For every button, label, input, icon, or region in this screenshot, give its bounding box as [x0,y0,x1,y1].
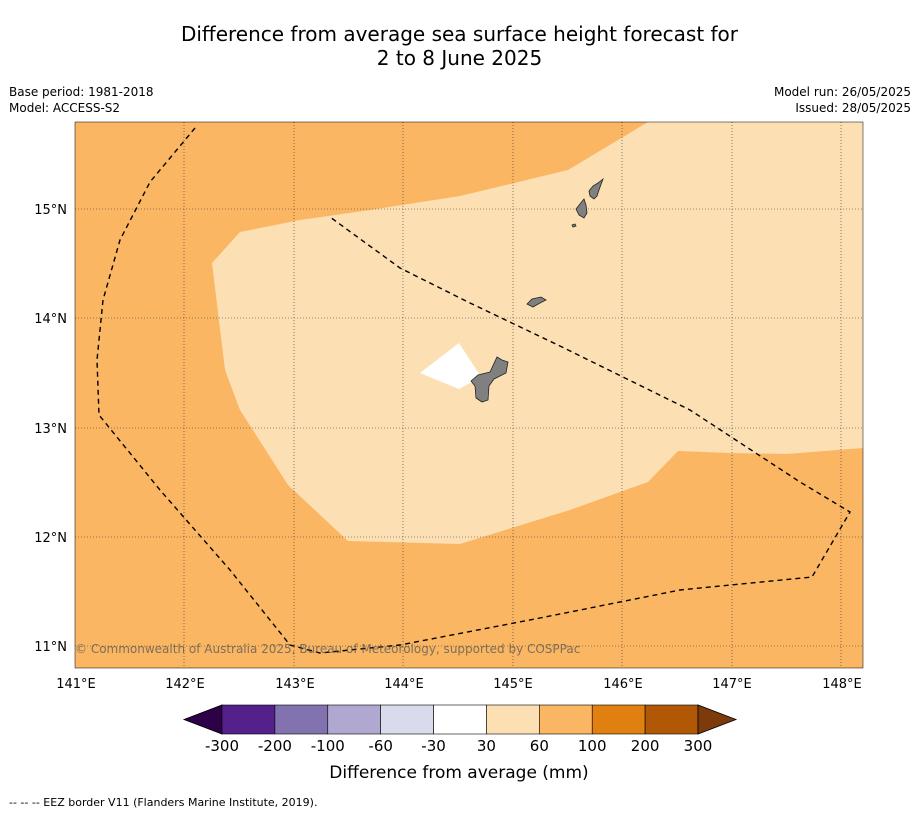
colorbar-box-1 [274,704,329,735]
white-anomaly-patch [420,343,481,389]
issued-date: Issued: 28/05/2025 [795,101,911,115]
lon-tick-144: 144°E [384,677,424,692]
colorbar-label: -30 [421,737,446,755]
copyright-notice: © Commonwealth of Australia 2025, Bureau… [75,642,580,656]
title-line-2: 2 to 8 June 2025 [376,46,543,70]
lat-tick-12: 12°N [34,531,67,546]
map-title: Difference from average sea surface heig… [0,22,919,70]
colorbar: -300 -200 -100 -60 -30 30 60 100 200 300 Differen… [182,704,738,783]
gridlines [75,122,863,668]
colorbar-label: -100 [311,737,345,755]
island-saipan [588,177,604,200]
colorbar-over-arrow [697,704,738,735]
lon-tick-143: 143°E [275,677,315,692]
lat-tick-14: 14°N [34,312,67,327]
lat-tick-15: 15°N [34,203,67,218]
colorbar-box-5 [486,704,540,735]
eez-border [96,127,851,654]
longitude-ticks: 141°E 142°E 143°E 144°E 145°E 146°E 147°… [56,677,862,692]
colorbar-box-6 [539,704,593,735]
colorbar-label: 100 [578,737,607,755]
colorbar-labels: -300 -200 -100 -60 -30 30 60 100 200 300 [205,737,712,755]
lon-tick-141: 141°E [56,677,96,692]
lon-tick-142: 142°E [165,677,205,692]
colorbar-box-3 [380,704,434,735]
colorbar-label: -200 [258,737,292,755]
colorbar-box-4 [433,704,487,735]
colorbar-box-7 [591,704,646,735]
colorbar-box-2 [327,704,381,735]
model-run: Model run: 26/05/2025 [773,85,911,99]
colorbar-label: -300 [205,737,239,755]
title-line-1: Difference from average sea surface heig… [180,22,739,46]
island-tinian [575,198,588,219]
colorbar-label: 60 [530,737,549,755]
model-name: Model: ACCESS-S2 [9,101,121,115]
forecast-map: © Commonwealth of Australia 2025, Bureau… [34,121,864,783]
meta-left: Base period: 1981-2018 Model: ACCESS-S2 [9,84,154,116]
lon-tick-148: 148°E [822,677,862,692]
anomaly-30-60-region [212,122,863,544]
eez-footnote: -- -- -- EEZ border V11 (Flanders Marine… [9,796,318,809]
colorbar-title: Difference from average (mm) [329,763,588,783]
lon-tick-146: 146°E [603,677,643,692]
latitude-ticks: 15°N 14°N 13°N 12°N 11°N [34,203,67,655]
island-rota [526,296,547,308]
colorbar-box-0 [221,704,276,735]
island-aguijan [571,223,577,228]
lon-tick-147: 147°E [712,677,752,692]
colorbar-label: 200 [631,737,660,755]
colorbar-label: 30 [477,737,496,755]
lon-tick-145: 145°E [493,677,533,692]
lat-tick-11: 11°N [34,640,67,655]
colorbar-under-arrow [182,704,223,735]
colorbar-box-8 [644,704,699,735]
land-masses [470,177,604,403]
map-panel: © Commonwealth of Australia 2025, Bureau… [74,121,864,669]
colorbar-label: -60 [368,737,393,755]
lat-tick-13: 13°N [34,422,67,437]
island-guam [470,356,509,403]
meta-right: Model run: 26/05/2025 Issued: 28/05/2025 [774,84,911,116]
base-period: Base period: 1981-2018 [9,85,154,99]
colorbar-label: 300 [684,737,713,755]
colorbar-boxes [221,704,699,735]
